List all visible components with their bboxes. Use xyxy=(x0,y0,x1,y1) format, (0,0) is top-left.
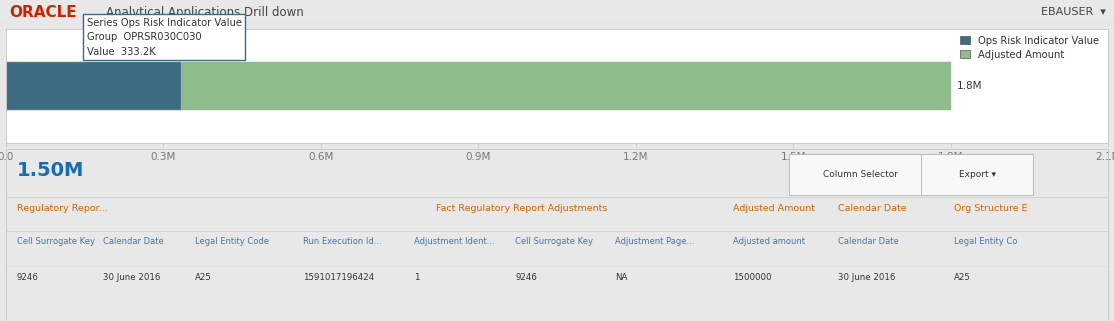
Text: Series Ops Risk Indicator Value
Group  OPRSR030C030
Value  333.2K: Series Ops Risk Indicator Value Group OP… xyxy=(87,18,242,57)
FancyBboxPatch shape xyxy=(789,154,932,195)
Text: Cell Surrogate Key: Cell Surrogate Key xyxy=(17,237,95,246)
Text: A25: A25 xyxy=(195,273,212,282)
Text: 9246: 9246 xyxy=(515,273,537,282)
Text: Adjustment Page...: Adjustment Page... xyxy=(615,237,695,246)
Text: Adjusted amount: Adjusted amount xyxy=(733,237,805,246)
Text: Export ▾: Export ▾ xyxy=(959,170,996,179)
Text: 9246: 9246 xyxy=(17,273,39,282)
Text: 1: 1 xyxy=(413,273,419,282)
Bar xyxy=(6,62,180,110)
Text: Org Structure E: Org Structure E xyxy=(954,204,1027,213)
Text: Fact Regulatory Report Adjustments: Fact Regulatory Report Adjustments xyxy=(436,204,607,213)
Text: A25: A25 xyxy=(954,273,971,282)
Text: Column Selector: Column Selector xyxy=(823,170,898,179)
Text: Regulatory Repor...: Regulatory Repor... xyxy=(17,204,107,213)
Text: 1.8M: 1.8M xyxy=(957,81,983,91)
Bar xyxy=(6,62,951,110)
Text: Adjustment Ident...: Adjustment Ident... xyxy=(413,237,495,246)
Text: Cell Surrogate Key: Cell Surrogate Key xyxy=(515,237,593,246)
FancyBboxPatch shape xyxy=(921,154,1034,195)
Text: NA: NA xyxy=(615,273,628,282)
Text: 1.50M: 1.50M xyxy=(17,161,84,180)
Text: 30 June 2016: 30 June 2016 xyxy=(102,273,160,282)
Text: Adjusted Amount: Adjusted Amount xyxy=(733,204,815,213)
Text: Run Execution Id...: Run Execution Id... xyxy=(303,237,382,246)
Text: ORACLE: ORACLE xyxy=(9,4,77,20)
Legend: Ops Risk Indicator Value, Adjusted Amount: Ops Risk Indicator Value, Adjusted Amoun… xyxy=(956,31,1104,64)
Text: EBAUSER  ▾: EBAUSER ▾ xyxy=(1042,7,1106,17)
Text: Legal Entity Code: Legal Entity Code xyxy=(195,237,270,246)
Text: 1591017196424: 1591017196424 xyxy=(303,273,374,282)
Text: Calendar Date: Calendar Date xyxy=(838,237,899,246)
Text: 30 June 2016: 30 June 2016 xyxy=(838,273,896,282)
Text: 1500000: 1500000 xyxy=(733,273,772,282)
Text: Analytical Applications Drill down: Analytical Applications Drill down xyxy=(106,5,304,19)
Text: Calendar Date: Calendar Date xyxy=(102,237,164,246)
Text: Calendar Date: Calendar Date xyxy=(838,204,907,213)
Text: Legal Entity Co: Legal Entity Co xyxy=(954,237,1017,246)
Bar xyxy=(6,29,1108,143)
